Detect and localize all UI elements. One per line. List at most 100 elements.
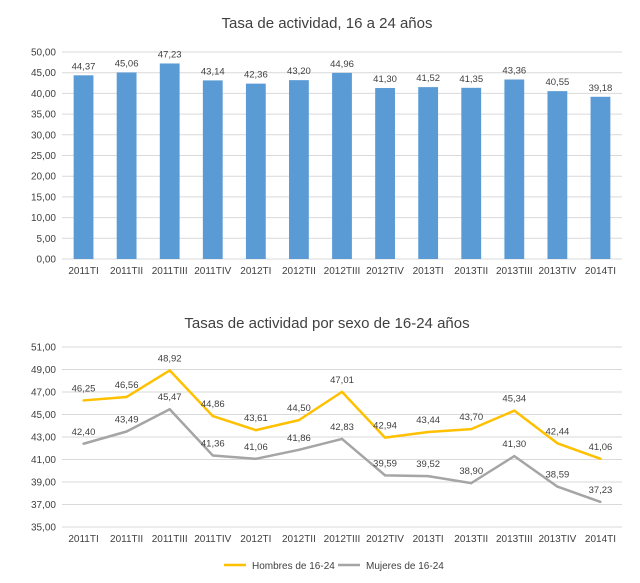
point-value-label: 42,94 (373, 421, 397, 432)
line-chart: 35,00 37,00 39,00 41,00 43,00 45,00 47,00 49,00… (31, 343, 622, 545)
point-value-label: 38,59 (545, 470, 569, 481)
point-value-label: 42,83 (330, 422, 354, 433)
bar-value-label: 45,06 (115, 58, 139, 69)
point-value-label: 45,34 (502, 394, 526, 405)
y-tick-label: 41,00 (31, 455, 56, 466)
legend-label-hombres: Hombres de 16-24 (252, 561, 335, 572)
y-tick-label: 43,00 (31, 433, 56, 444)
y-tick-label: 47,00 (31, 388, 56, 399)
point-value-label: 47,01 (330, 375, 354, 386)
data-point (513, 409, 516, 412)
bar-value-label: 39,18 (589, 83, 613, 94)
x-tick-label: 2011TIV (194, 266, 231, 277)
bar-value-label: 41,35 (459, 74, 483, 85)
bar (590, 96, 611, 259)
bar (202, 80, 223, 260)
bar-value-label: 40,55 (545, 77, 569, 88)
y-tick-label: 45,00 (31, 410, 56, 421)
x-tick-label: 2011TI (68, 266, 98, 277)
x-tick-label: 2011TIII (152, 534, 188, 545)
y-tick-label: 25,00 (31, 151, 56, 162)
point-value-label: 42,44 (545, 426, 569, 437)
point-value-label: 48,92 (158, 353, 182, 364)
x-tick-label: 2013TIV (538, 534, 576, 545)
data-point (297, 418, 301, 422)
data-point (340, 390, 344, 394)
y-tick-label: 45,00 (31, 68, 56, 79)
x-tick-label: 2011TI (68, 534, 98, 545)
point-value-label: 41,06 (589, 442, 613, 453)
y-tick-label: 50,00 (31, 48, 56, 59)
x-tick-label: 2012TIII (324, 534, 361, 545)
data-point (211, 414, 214, 418)
data-point (383, 474, 387, 477)
point-value-label: 43,44 (416, 415, 440, 426)
point-value-label: 39,52 (416, 459, 440, 470)
y-tick-label: 20,00 (31, 172, 56, 183)
data-point (556, 442, 559, 445)
data-point (470, 481, 473, 485)
y-tick-label: 49,00 (31, 365, 56, 376)
x-tick-label: 2011TIII (152, 266, 188, 277)
bar (418, 87, 439, 259)
data-point (168, 408, 171, 411)
point-value-label: 41,30 (502, 439, 526, 450)
data-point (383, 436, 387, 439)
y-tick-label: 39,00 (31, 478, 56, 489)
data-point (254, 457, 258, 461)
data-point (125, 395, 128, 399)
y-tick-label: 5,00 (37, 234, 57, 245)
y-tick-label: 15,00 (31, 192, 56, 203)
bar-value-label: 44,96 (330, 59, 354, 70)
data-point (211, 454, 214, 457)
x-tick-label: 2013TIII (496, 534, 533, 545)
point-value-label: 39,59 (373, 458, 397, 469)
point-value-label: 41,86 (287, 433, 311, 444)
x-tick-label: 2014TI (585, 534, 616, 545)
bar-value-label: 41,52 (416, 73, 440, 84)
bar-value-label: 47,23 (158, 49, 182, 60)
point-value-label: 44,50 (287, 403, 311, 414)
data-point (82, 399, 85, 402)
bar (332, 72, 352, 259)
bar-value-label: 41,30 (373, 74, 397, 85)
point-value-label: 45,47 (158, 392, 182, 403)
x-tick-label: 2012TIII (324, 266, 361, 277)
data-point (599, 500, 602, 504)
x-tick-label: 2012TI (240, 266, 271, 277)
bar-value-label: 43,20 (287, 66, 311, 77)
bar (375, 88, 395, 259)
point-value-label: 43,49 (115, 414, 139, 425)
data-point (599, 457, 602, 461)
bar (159, 63, 180, 259)
y-tick-label: 30,00 (31, 130, 56, 141)
y-tick-label: 40,00 (31, 89, 56, 100)
point-value-label: 41,36 (201, 438, 225, 449)
y-tick-label: 35,00 (31, 110, 56, 121)
data-point (513, 454, 516, 458)
bar (245, 83, 266, 259)
point-value-label: 43,61 (244, 413, 268, 424)
bar (116, 72, 137, 259)
data-point (82, 442, 85, 445)
y-tick-label: 51,00 (31, 343, 56, 354)
x-tick-label: 2013TIII (496, 266, 533, 277)
data-point (426, 474, 430, 478)
x-tick-label: 2012TII (282, 266, 316, 277)
legend-label-mujeres: Mujeres de 16-24 (366, 561, 444, 572)
data-point (168, 369, 171, 372)
bar (73, 75, 94, 259)
bar-chart: 0,00 5,00 10,00 15,00 20,00 25,00 30,00 35,00 40… (31, 48, 622, 277)
x-tick-label: 2013TII (454, 266, 488, 277)
data-point (254, 428, 258, 432)
x-tick-label: 2013TI (413, 534, 444, 545)
bar-chart-title: Tasa de actividad, 16 a 24 años (222, 15, 433, 32)
point-value-label: 38,90 (459, 466, 483, 477)
point-value-label: 46,25 (72, 383, 96, 394)
x-tick-label: 2012TII (282, 534, 316, 545)
point-value-label: 44,86 (201, 399, 225, 410)
x-tick-label: 2014TI (585, 266, 616, 277)
bar (504, 79, 525, 260)
bar (289, 80, 309, 259)
